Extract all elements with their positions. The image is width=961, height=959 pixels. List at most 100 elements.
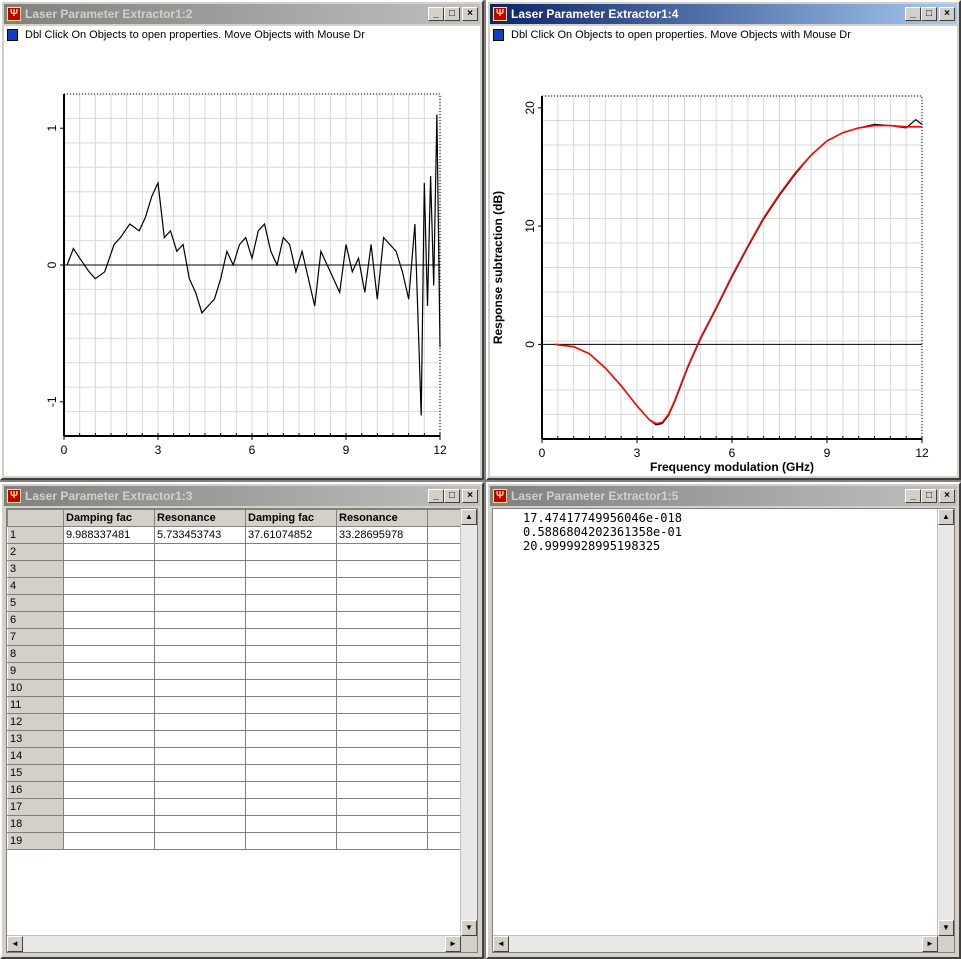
table-cell[interactable]: [154, 730, 246, 748]
table-cell[interactable]: [336, 781, 428, 799]
row-number[interactable]: 16: [7, 781, 64, 799]
table-row[interactable]: 16: [7, 781, 468, 799]
table-row[interactable]: 15: [7, 764, 468, 782]
table-row[interactable]: 5: [7, 594, 468, 612]
table-cell[interactable]: [63, 560, 155, 578]
table-cell[interactable]: [245, 781, 337, 799]
scroll-left-button[interactable]: ◄: [493, 936, 509, 952]
table-cell[interactable]: [63, 577, 155, 595]
horizontal-scrollbar[interactable]: ◄ ►: [7, 935, 461, 952]
table-cell[interactable]: [245, 662, 337, 680]
table-cell[interactable]: [336, 764, 428, 782]
size-grip[interactable]: [461, 936, 477, 952]
table-cell[interactable]: [336, 543, 428, 561]
table-row[interactable]: 13: [7, 730, 468, 748]
close-button[interactable]: ×: [939, 7, 955, 21]
row-number[interactable]: 3: [7, 560, 64, 578]
window-titlebar[interactable]: Ψ Laser Parameter Extractor1:5 _ □ ×: [490, 486, 957, 506]
table-cell[interactable]: [63, 798, 155, 816]
row-number[interactable]: 9: [7, 662, 64, 680]
table-row[interactable]: 17: [7, 798, 468, 816]
table-cell[interactable]: [245, 798, 337, 816]
table-cell[interactable]: [336, 628, 428, 646]
minimize-button[interactable]: _: [428, 489, 444, 503]
table-cell[interactable]: [63, 645, 155, 663]
close-button[interactable]: ×: [939, 489, 955, 503]
table-cell[interactable]: 5.733453743: [154, 526, 246, 544]
window-titlebar[interactable]: Ψ Laser Parameter Extractor1:4 _ □ ×: [490, 4, 957, 24]
row-number[interactable]: 18: [7, 815, 64, 833]
table-cell[interactable]: [245, 679, 337, 697]
table-row[interactable]: 11: [7, 696, 468, 714]
spreadsheet-grid[interactable]: Damping fac Resonance Damping fac Resona…: [6, 508, 478, 953]
row-number[interactable]: 4: [7, 577, 64, 595]
table-row[interactable]: 9: [7, 662, 468, 680]
row-number[interactable]: 1: [7, 526, 64, 544]
table-cell[interactable]: [336, 832, 428, 850]
minimize-button[interactable]: _: [905, 7, 921, 21]
minimize-button[interactable]: _: [428, 7, 444, 21]
maximize-button[interactable]: □: [444, 489, 460, 503]
row-number[interactable]: 15: [7, 764, 64, 782]
table-row[interactable]: 10: [7, 679, 468, 697]
table-row[interactable]: 1 9.988337481 5.733453743 37.61074852 33.286…: [7, 526, 468, 544]
window-extractor-1-3[interactable]: Ψ Laser Parameter Extractor1:3 _ □ × Dam…: [0, 482, 484, 959]
table-cell[interactable]: [63, 713, 155, 731]
window-extractor-1-4[interactable]: Ψ Laser Parameter Extractor1:4 _ □ × Dbl…: [486, 0, 961, 480]
table-cell[interactable]: [154, 832, 246, 850]
table-cell[interactable]: 37.61074852: [245, 526, 337, 544]
table-cell[interactable]: [245, 815, 337, 833]
table-cell[interactable]: [63, 662, 155, 680]
table-cell[interactable]: [336, 696, 428, 714]
table-row[interactable]: 3: [7, 560, 468, 578]
table-cell[interactable]: [154, 679, 246, 697]
table-cell[interactable]: [154, 577, 246, 595]
column-header[interactable]: Resonance: [154, 509, 246, 527]
scroll-down-button[interactable]: ▼: [461, 920, 477, 936]
table-cell[interactable]: [154, 713, 246, 731]
table-cell[interactable]: [336, 611, 428, 629]
table-cell[interactable]: [245, 611, 337, 629]
table-cell[interactable]: [336, 730, 428, 748]
table-cell[interactable]: [245, 543, 337, 561]
table-cell[interactable]: [245, 560, 337, 578]
scroll-up-button[interactable]: ▲: [461, 509, 477, 525]
table-cell[interactable]: [63, 543, 155, 561]
window-titlebar[interactable]: Ψ Laser Parameter Extractor1:3 _ □ ×: [4, 486, 480, 506]
row-number[interactable]: 19: [7, 832, 64, 850]
table-cell[interactable]: [245, 832, 337, 850]
row-number[interactable]: 6: [7, 611, 64, 629]
table-cell[interactable]: [336, 713, 428, 731]
scroll-up-button[interactable]: ▲: [938, 509, 954, 525]
column-header[interactable]: Damping fac: [63, 509, 155, 527]
scroll-left-button[interactable]: ◄: [7, 936, 23, 952]
table-cell[interactable]: [245, 645, 337, 663]
horizontal-scrollbar[interactable]: ◄ ►: [493, 935, 938, 952]
table-cell[interactable]: [336, 747, 428, 765]
row-number[interactable]: 7: [7, 628, 64, 646]
table-cell[interactable]: [245, 594, 337, 612]
column-header[interactable]: Resonance: [336, 509, 428, 527]
row-number[interactable]: 2: [7, 543, 64, 561]
scroll-right-button[interactable]: ►: [445, 936, 461, 952]
output-text-area[interactable]: 17.47417749956046e-018 0.588680420236135…: [492, 508, 955, 953]
table-row[interactable]: 6: [7, 611, 468, 629]
column-header[interactable]: Damping fac: [245, 509, 337, 527]
table-cell[interactable]: [245, 730, 337, 748]
table-cell[interactable]: [63, 747, 155, 765]
table-cell[interactable]: [63, 832, 155, 850]
table-cell[interactable]: [154, 815, 246, 833]
table-cell[interactable]: [63, 781, 155, 799]
row-number[interactable]: 12: [7, 713, 64, 731]
table-cell[interactable]: [154, 628, 246, 646]
table-cell[interactable]: [154, 543, 246, 561]
table-cell[interactable]: [63, 628, 155, 646]
residual-chart[interactable]: 0 3 6 9 12 1 0 -1: [4, 44, 480, 476]
table-cell[interactable]: [336, 798, 428, 816]
close-button[interactable]: ×: [462, 489, 478, 503]
size-grip[interactable]: [938, 936, 954, 952]
table-row[interactable]: 4: [7, 577, 468, 595]
row-number[interactable]: 11: [7, 696, 64, 714]
row-number[interactable]: 8: [7, 645, 64, 663]
corner-cell[interactable]: [7, 509, 64, 527]
